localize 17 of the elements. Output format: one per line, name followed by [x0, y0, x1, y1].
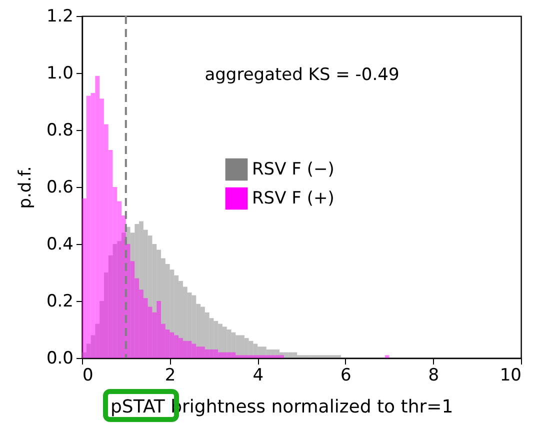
x-tick-label: 2 — [164, 366, 176, 386]
x-tick-label: 8 — [428, 366, 440, 386]
y-axis-title: p.d.f. — [15, 166, 36, 209]
x-tick-label: 4 — [252, 366, 264, 386]
y-tick-label: 0.2 — [46, 292, 74, 312]
x-tick-label: 0 — [82, 366, 94, 386]
legend-label: RSV F (−) — [252, 160, 334, 180]
y-tick-label: 0.6 — [46, 178, 74, 198]
y-tick-label: 1.2 — [46, 6, 74, 26]
y-tick-label: 1.0 — [46, 64, 74, 84]
x-tick-label: 10 — [500, 366, 522, 386]
y-tick-label: 0.8 — [46, 120, 74, 140]
legend-label: RSV F (+) — [252, 188, 334, 208]
annotation: aggregated KS = -0.49 — [204, 65, 400, 85]
y-tick-label: 0.0 — [46, 348, 74, 368]
x-tick-label: 6 — [340, 366, 352, 386]
y-tick-label: 0.4 — [46, 234, 74, 254]
